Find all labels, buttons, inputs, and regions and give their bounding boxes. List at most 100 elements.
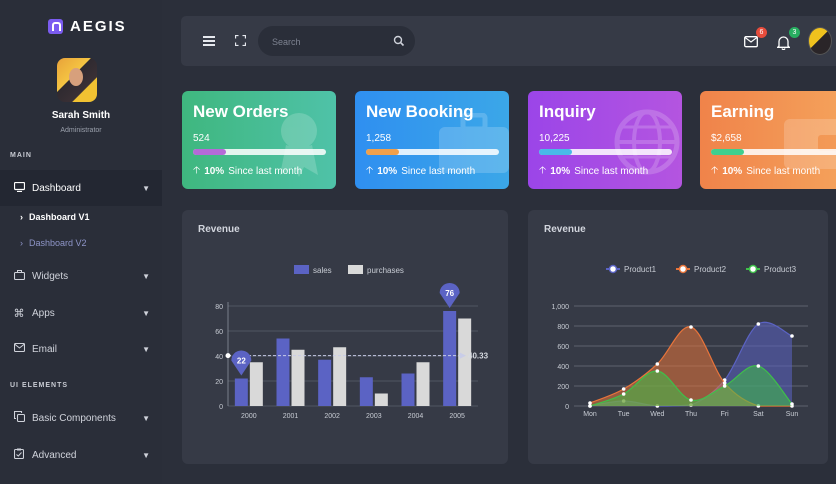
point-Product2-Mon xyxy=(588,401,592,405)
chevron-down-icon: ▼ xyxy=(142,450,150,460)
y-tick-label: 60 xyxy=(215,329,223,336)
y-tick-label: 0 xyxy=(219,404,223,411)
clipboard-icon xyxy=(12,448,26,462)
card-earning: Earning $2,658 🡡 10% Since last month xyxy=(700,91,836,189)
bar-sales-2004 xyxy=(401,373,415,406)
sidebar-item-label: Dashboard xyxy=(32,182,81,194)
arrow-up-icon: 🡡 xyxy=(539,165,547,176)
mail-button[interactable]: 6 xyxy=(744,27,767,49)
sidebar-item-advanced[interactable]: Advanced ▼ xyxy=(0,444,162,466)
x-tick-label: Sat xyxy=(753,411,764,418)
user-name: Sarah Smith xyxy=(51,110,111,121)
chevron-down-icon: ▼ xyxy=(142,271,150,281)
point-Product3-Wed xyxy=(655,369,660,373)
chevron-down-icon: ▼ xyxy=(142,413,150,423)
mail-icon xyxy=(12,342,26,355)
legend-label-Product1: Product1 xyxy=(624,265,657,274)
sidebar-item-email[interactable]: Email ▼ xyxy=(0,338,162,360)
card-new-booking: New Booking 1,258 🡡 10% Since last month xyxy=(355,91,509,189)
globe-icon xyxy=(614,109,680,175)
point-Product2-Thu xyxy=(689,325,693,329)
panel-title: Revenue xyxy=(544,224,586,235)
sidebar-item-dashboard[interactable]: Dashboard ▼ xyxy=(0,170,162,206)
sidebar-subitem-dashboard-v2[interactable]: › Dashboard V2 xyxy=(20,238,87,248)
card-value: 1,258 xyxy=(366,133,392,144)
legend-swatch-sales xyxy=(294,265,309,274)
legend-label-sales: sales xyxy=(313,266,332,275)
point-Product3-Thu xyxy=(689,398,693,402)
area-Product3 xyxy=(590,365,792,406)
notification-button[interactable]: 3 xyxy=(776,27,800,51)
top-navbar: 6 3 xyxy=(181,16,836,66)
hamburger-menu-icon[interactable] xyxy=(203,36,215,46)
search-input[interactable] xyxy=(270,33,384,51)
y-tick-label: 600 xyxy=(557,344,569,351)
x-tick-label: Sun xyxy=(786,411,799,418)
card-progress-bar xyxy=(193,149,326,155)
sidebar-item-label: Advanced xyxy=(32,449,77,461)
x-tick-label: Tue xyxy=(618,411,630,418)
topbar-user-avatar[interactable] xyxy=(808,27,832,55)
legend-dot-Product2 xyxy=(678,264,688,274)
revenue-bar-panel: Revenue sales purchases 0 20 40 60 80 2000 2001 2… xyxy=(182,210,508,464)
monitor-icon xyxy=(12,181,26,195)
sidebar-item-label: Basic Components xyxy=(32,412,116,424)
y-tick-label: 1,000 xyxy=(551,304,569,311)
sidebar-item-widgets[interactable]: Widgets ▼ xyxy=(0,265,162,287)
search-icon[interactable] xyxy=(393,35,405,47)
chart-legend: sales purchases xyxy=(294,265,404,275)
card-title: Earning xyxy=(711,102,775,121)
revenue-area-panel: Revenue Product1 Product2 Product3 0 200 400 6… xyxy=(528,210,828,464)
bar-sales-2005 xyxy=(443,311,457,406)
user-role: Administrator xyxy=(60,127,102,134)
card-trend: 🡡 10% Since last month xyxy=(193,163,302,180)
sidebar-item-label: Email xyxy=(32,343,58,355)
data-marker-22: 22 xyxy=(231,350,252,376)
bar-sales-2000 xyxy=(234,378,248,406)
average-line-label: 40.33 xyxy=(468,352,489,361)
revenue-area-chart: Product1 Product2 Product3 0 200 400 600 800 1,0… xyxy=(551,264,808,418)
point-Product3-Fri xyxy=(722,384,727,388)
point-Product1-Sat xyxy=(756,322,761,326)
bar-purchases-2005 xyxy=(458,318,472,406)
revenue-bar-chart: sales purchases 0 20 40 60 80 2000 2001 2002 2003 2… xyxy=(215,265,489,420)
sidebar-item-label: Widgets xyxy=(32,270,69,282)
card-trend: 🡡 10% Since last month xyxy=(366,163,475,180)
x-tick-label: 2000 xyxy=(241,413,257,420)
bar-purchases-2000 xyxy=(249,362,263,406)
card-value: $2,658 xyxy=(711,133,742,144)
chevron-right-icon: › xyxy=(20,238,23,248)
point-Product3-Tue xyxy=(621,392,626,396)
sidebar-subitem-dashboard-v1[interactable]: › Dashboard V1 xyxy=(20,212,90,222)
y-tick-label: 200 xyxy=(557,384,569,391)
wallet-icon xyxy=(784,119,836,169)
x-tick-label: 2001 xyxy=(283,413,299,420)
brand-logo[interactable]: AEGIS xyxy=(48,18,127,35)
chart-legend: Product1 Product2 Product3 xyxy=(606,264,797,274)
bar-sales-2001 xyxy=(276,338,290,406)
card-title: New Orders xyxy=(193,102,289,121)
command-icon: ⌘ xyxy=(13,307,25,320)
user-avatar[interactable] xyxy=(57,58,97,102)
legend-label-purchases: purchases xyxy=(367,266,404,275)
x-tick-label: Fri xyxy=(721,411,730,418)
sidebar: AEGIS Sarah Smith Administrator MAIN Das… xyxy=(0,0,162,484)
card-progress-fill xyxy=(366,149,400,155)
point-Product3-Sun xyxy=(790,402,794,406)
card-title: Inquiry xyxy=(539,102,596,121)
point-Product3-Sat xyxy=(756,364,761,368)
x-tick-label: Mon xyxy=(583,411,597,418)
sidebar-item-basic-components[interactable]: Basic Components ▼ xyxy=(0,407,162,429)
bar-sales-2002 xyxy=(318,359,332,406)
card-progress-bar xyxy=(711,149,836,155)
chevron-down-icon: ▼ xyxy=(142,308,150,318)
sidebar-item-apps[interactable]: ⌘ Apps ▼ xyxy=(0,302,162,324)
bar-sales-2003 xyxy=(359,377,373,406)
notification-count-badge: 3 xyxy=(789,27,800,38)
data-marker-label: 22 xyxy=(237,357,246,366)
fullscreen-icon[interactable] xyxy=(235,35,246,46)
average-line-start-dot xyxy=(225,353,231,359)
y-tick-label: 40 xyxy=(215,354,223,361)
card-title: New Booking xyxy=(366,102,474,121)
point-Product2-Tue xyxy=(621,387,626,391)
